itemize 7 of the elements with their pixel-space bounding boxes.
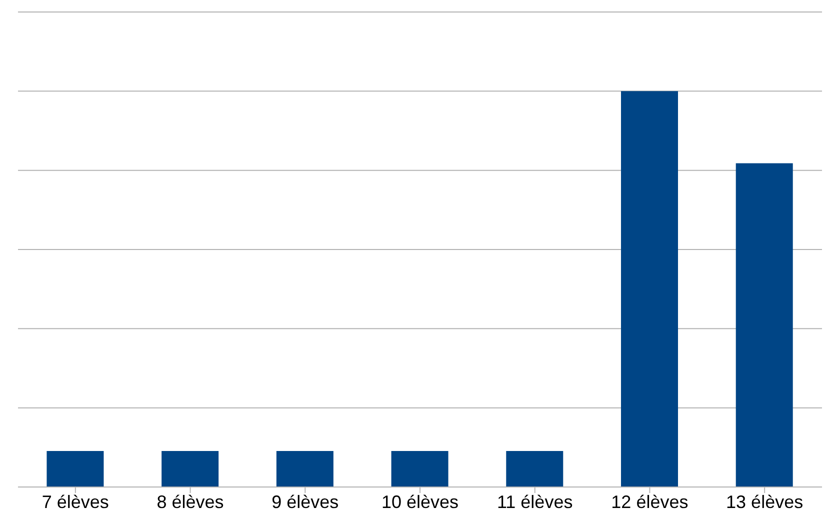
x-tick-label: 7 élèves [42, 492, 109, 512]
x-tick-label: 11 élèves [497, 492, 573, 512]
x-tick-label: 12 élèves [611, 492, 688, 512]
x-tick-label: 10 élèves [381, 492, 459, 512]
x-tick-label: 8 élèves [156, 492, 224, 512]
x-tick-label: 13 élèves [726, 492, 804, 512]
x-tick-label: 9 élèves [272, 492, 339, 512]
